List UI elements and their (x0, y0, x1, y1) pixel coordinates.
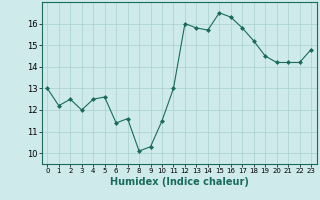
X-axis label: Humidex (Indice chaleur): Humidex (Indice chaleur) (110, 177, 249, 187)
